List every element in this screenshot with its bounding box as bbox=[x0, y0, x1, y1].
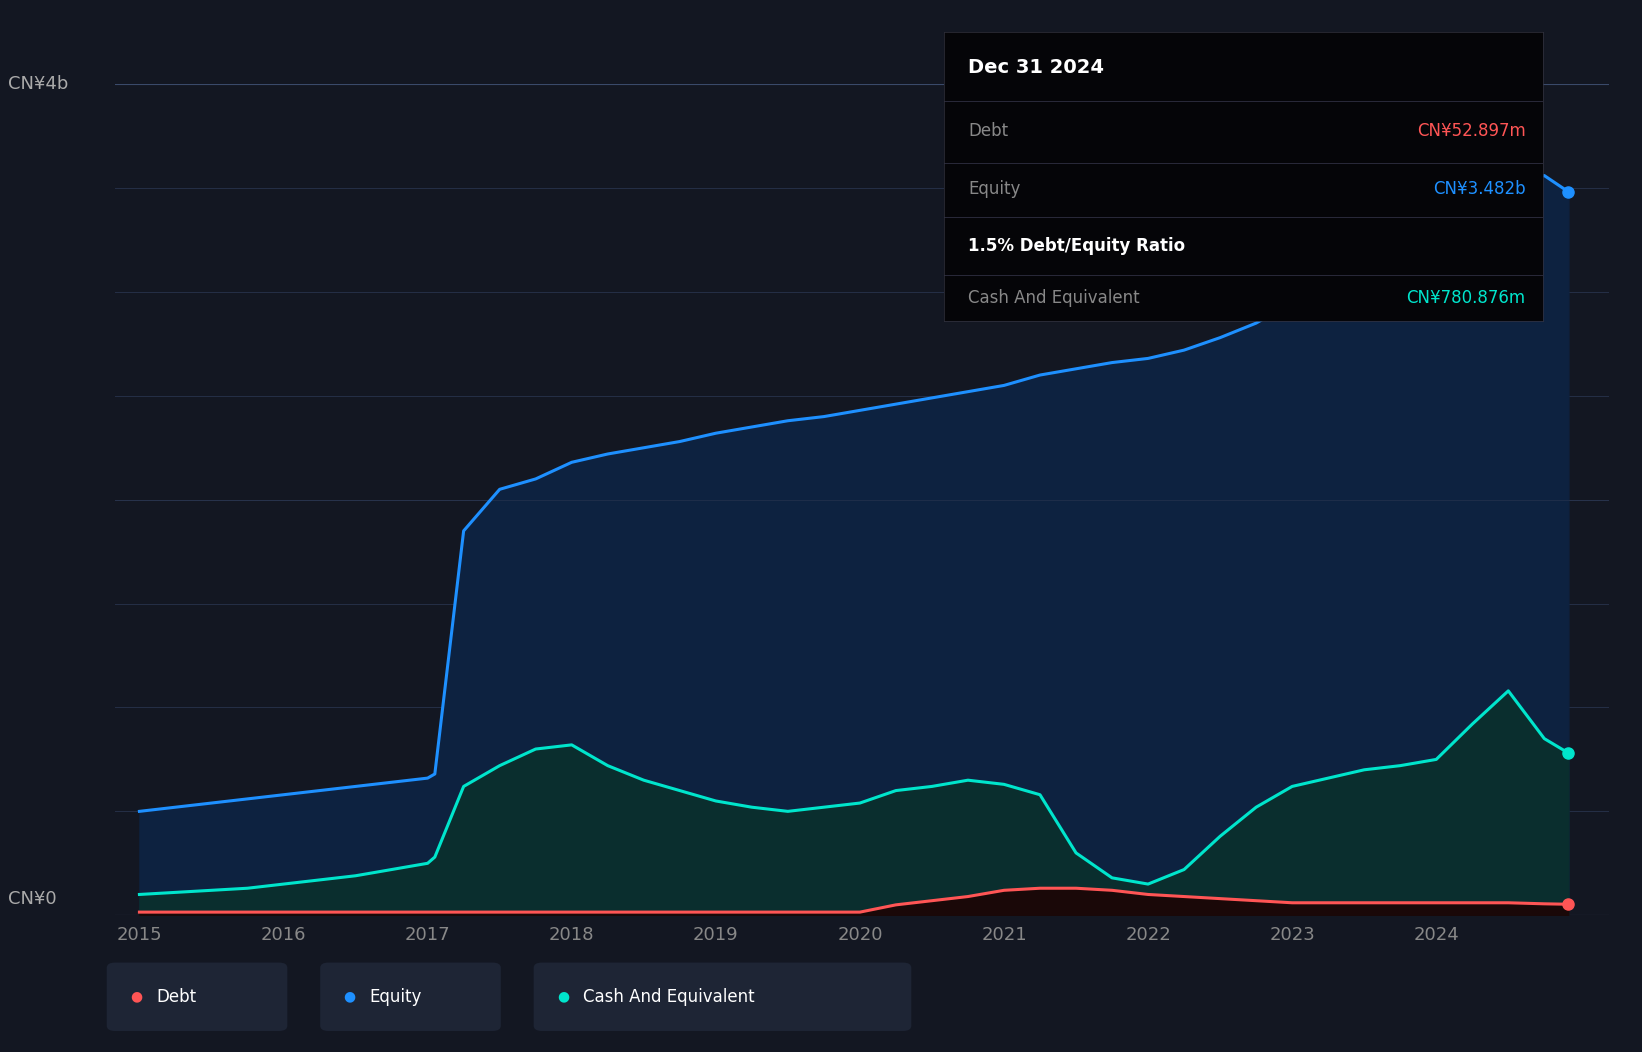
Text: Equity: Equity bbox=[369, 988, 422, 1006]
Text: Dec 31 2024: Dec 31 2024 bbox=[969, 58, 1103, 77]
Text: ●: ● bbox=[130, 990, 143, 1004]
Text: Equity: Equity bbox=[969, 180, 1020, 198]
Text: ●: ● bbox=[343, 990, 356, 1004]
Text: Debt: Debt bbox=[156, 988, 195, 1006]
Text: ●: ● bbox=[557, 990, 570, 1004]
Text: CN¥3.482b: CN¥3.482b bbox=[1433, 180, 1525, 198]
Text: CN¥780.876m: CN¥780.876m bbox=[1407, 288, 1525, 307]
Text: CN¥52.897m: CN¥52.897m bbox=[1417, 122, 1525, 140]
Text: CN¥4b: CN¥4b bbox=[8, 75, 69, 94]
Text: Debt: Debt bbox=[969, 122, 1008, 140]
Text: Cash And Equivalent: Cash And Equivalent bbox=[583, 988, 755, 1006]
Text: Cash And Equivalent: Cash And Equivalent bbox=[969, 288, 1140, 307]
Text: 1.5% Debt/Equity Ratio: 1.5% Debt/Equity Ratio bbox=[969, 237, 1186, 255]
Text: CN¥0: CN¥0 bbox=[8, 890, 57, 909]
